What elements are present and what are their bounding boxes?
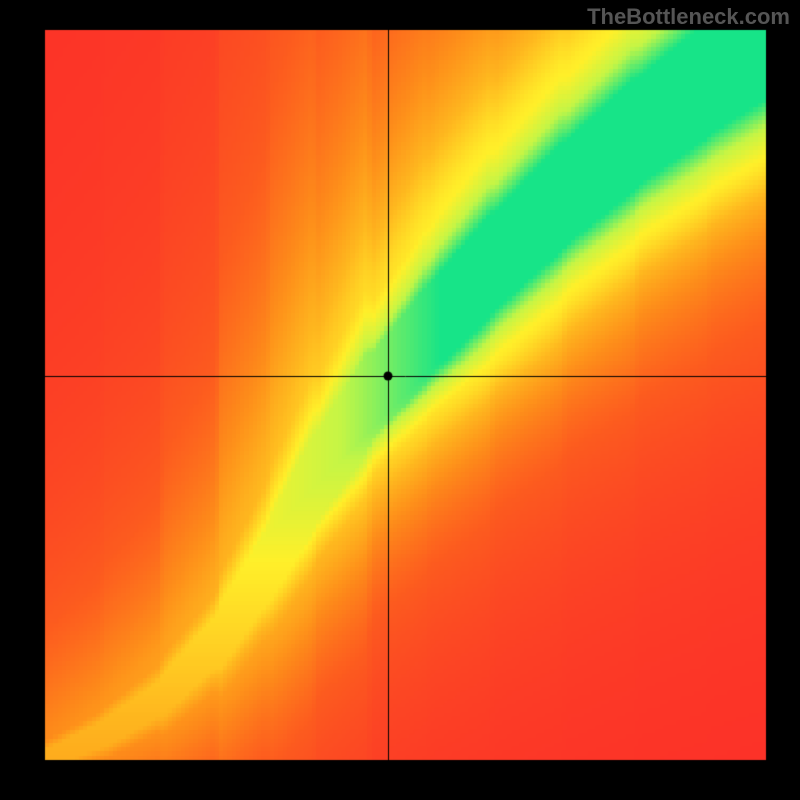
watermark-text: TheBottleneck.com — [587, 4, 790, 30]
bottleneck-heatmap-canvas — [0, 0, 800, 800]
chart-stage: TheBottleneck.com — [0, 0, 800, 800]
